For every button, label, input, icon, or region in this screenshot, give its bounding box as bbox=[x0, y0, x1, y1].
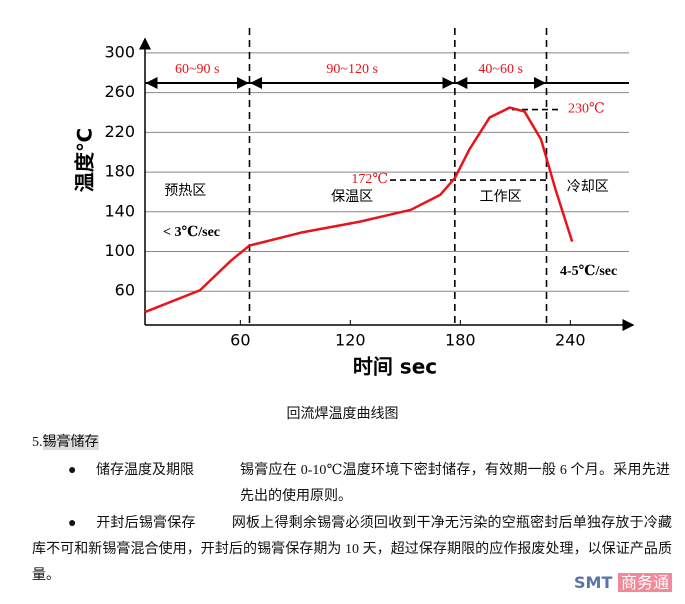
item: ● 开封后锡膏保存 网板上得剩余锡膏必须回收到干净无污染的空瓶密封后单独存放于冷藏库… bbox=[32, 516, 672, 583]
item-label: 开封后锡膏保存 bbox=[96, 516, 196, 531]
y-tick-label: 300 bbox=[104, 42, 135, 61]
item-text: 锡膏应在 0-10℃温度环境下密封储存，有效期一般 6 个月。采用先进先出的使用… bbox=[240, 463, 670, 504]
y-tick-label: 220 bbox=[104, 122, 135, 141]
item-label: 储存温度及期限 bbox=[96, 463, 194, 478]
zone-label: 冷却区 bbox=[567, 179, 609, 195]
x-tick-label: 240 bbox=[555, 331, 586, 350]
y-tick-label: 140 bbox=[104, 201, 135, 220]
zone-label: 工作区 bbox=[480, 189, 522, 205]
reference-label: 230℃ bbox=[568, 102, 605, 117]
item-text: 网板上得剩余锡膏必须回收到干净无污染的空瓶密封后单独存放于冷藏库不可和新锡膏混合… bbox=[32, 516, 672, 583]
item: ● 储存温度及期限 锡膏应在 0-10℃温度环境下密封储存，有效期一般 6 个月。… bbox=[68, 458, 670, 504]
y-axis-label: 温度℃ bbox=[73, 128, 97, 192]
section-title: 锡膏储存 bbox=[42, 435, 99, 450]
y-tick-label: 60 bbox=[115, 281, 135, 300]
watermark: SMT 商务通 bbox=[574, 569, 672, 593]
x-tick-label: 60 bbox=[230, 331, 250, 350]
curve bbox=[144, 106, 574, 314]
reference-label: 172℃ bbox=[351, 172, 388, 187]
y-tick-label: 100 bbox=[104, 241, 135, 260]
y-tick-label: 260 bbox=[104, 82, 135, 101]
x-tick-label: 120 bbox=[335, 331, 366, 350]
x-axis-label: 时间 sec bbox=[353, 355, 437, 379]
section-heading: 5.锡膏储存 bbox=[32, 430, 99, 456]
chart: 温度℃ 时间 sec 60 100 140 180 220 260 300 60 120 180 2… bbox=[73, 28, 635, 379]
rate-label: 4-5℃/sec bbox=[560, 264, 617, 279]
duration-label: 40~60 s bbox=[478, 62, 523, 77]
zone-label: 预热区 bbox=[164, 183, 206, 199]
y-tick-label: 180 bbox=[104, 162, 135, 181]
watermark-site: 商务通 bbox=[617, 573, 672, 592]
caption: 回流焊温度曲线图 bbox=[286, 407, 399, 422]
zone-label: 保温区 bbox=[331, 189, 373, 205]
duration-label: 90~120 s bbox=[326, 62, 378, 77]
watermark-brand: SMT bbox=[574, 573, 613, 592]
section-number: 5. bbox=[32, 435, 43, 450]
duration-label: 60~90 s bbox=[175, 62, 220, 77]
rate-label: < 3℃/sec bbox=[163, 225, 220, 240]
x-tick-label: 180 bbox=[445, 331, 476, 350]
